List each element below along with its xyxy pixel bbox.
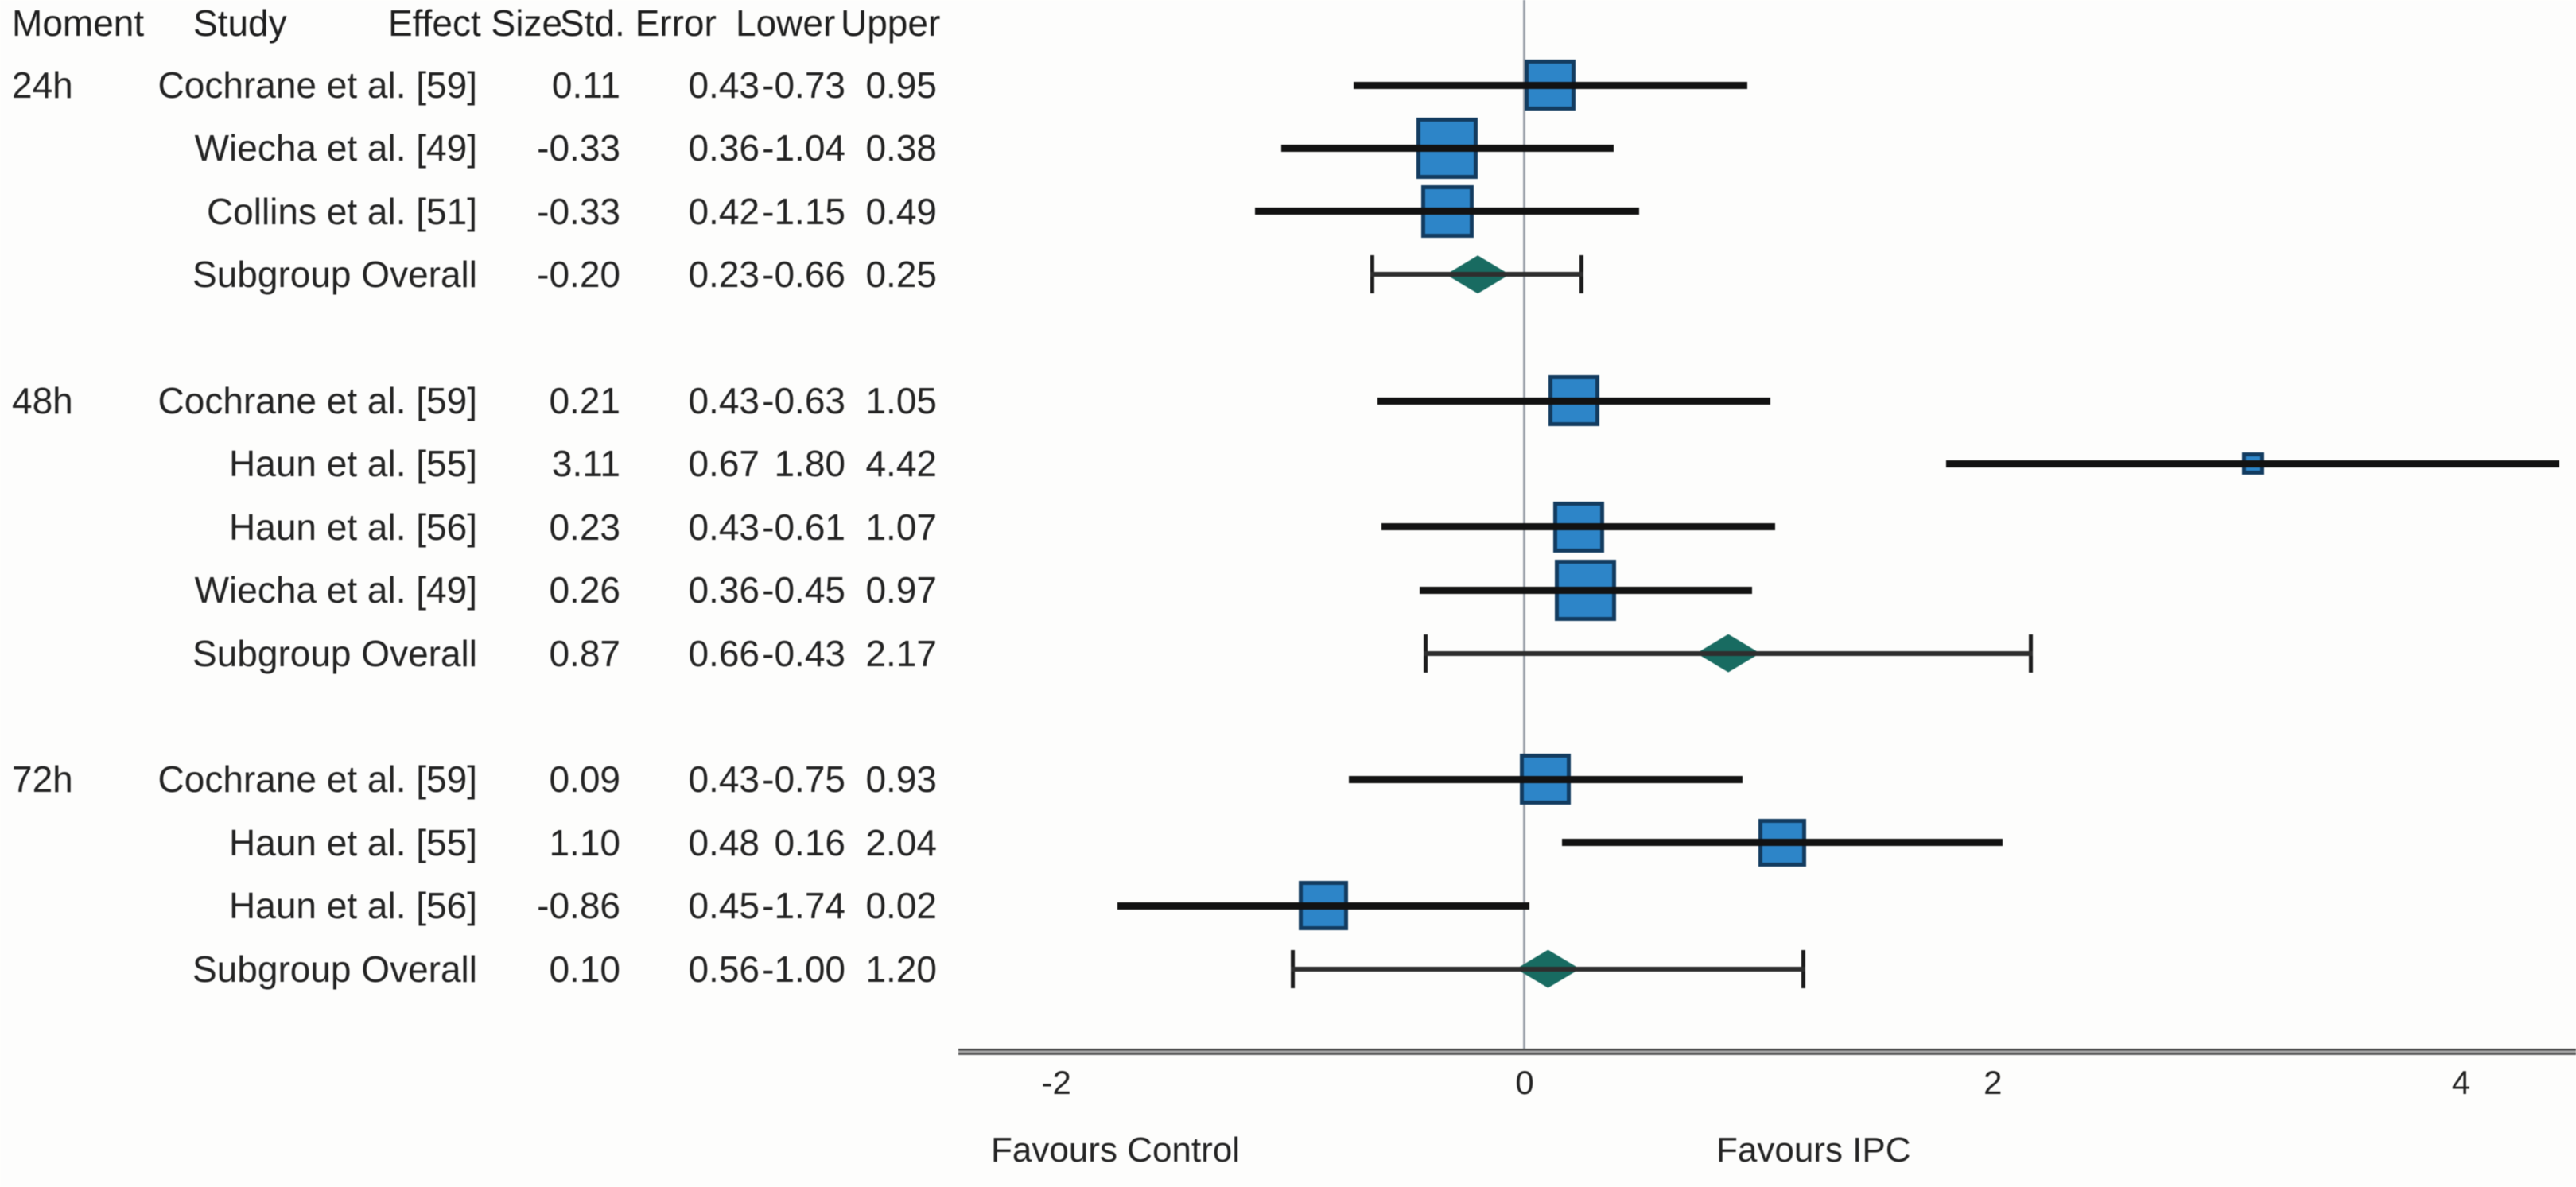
effect-size-value: 0.10 — [549, 948, 620, 990]
ci-upper-value: 2.17 — [865, 632, 937, 674]
effect-size-value: 0.09 — [549, 758, 620, 801]
std-error-value: 0.45 — [688, 885, 760, 927]
std-error-value: 0.42 — [688, 190, 760, 232]
study-label: Haun et al. [56] — [229, 506, 477, 548]
std-error-value: 0.23 — [688, 254, 760, 296]
column-header-upper: Upper — [841, 2, 941, 44]
study-label: Haun et al. [55] — [229, 821, 477, 863]
ci-lower-value: -1.04 — [762, 127, 845, 169]
ci-upper-value: 1.05 — [865, 380, 937, 421]
moment-label: 48h — [12, 380, 73, 421]
effect-size-value: 0.26 — [549, 569, 620, 611]
pooled-confidence-interval-bar — [1370, 272, 1583, 277]
std-error-value: 0.67 — [688, 443, 760, 485]
effect-size-value: -0.20 — [537, 254, 620, 296]
study-label: Subgroup Overall — [192, 632, 477, 674]
study-label: Subgroup Overall — [192, 948, 477, 990]
confidence-interval-bar — [1381, 523, 1775, 531]
ci-upper-value: 2.04 — [865, 821, 937, 863]
x-tick-label: -2 — [1041, 1064, 1071, 1101]
std-error-value: 0.43 — [688, 506, 760, 548]
ci-lower-value: 0.16 — [774, 821, 845, 863]
effect-size-value: -0.33 — [537, 190, 620, 232]
effect-size-value: 1.10 — [549, 821, 620, 863]
ci-lower-value: -0.61 — [762, 506, 845, 548]
ci-lower-value: -0.66 — [762, 254, 845, 296]
column-header-lower: Lower — [736, 2, 836, 44]
x-tick-label: 0 — [1515, 1064, 1534, 1101]
confidence-interval-bar — [1117, 902, 1529, 910]
std-error-value: 0.56 — [688, 948, 760, 990]
ci-lower-value: -0.73 — [762, 64, 845, 106]
confidence-interval-bar — [1419, 586, 1752, 594]
ci-lower-value: -1.00 — [762, 948, 845, 990]
study-label: Collins et al. [51] — [206, 190, 477, 232]
pooled-confidence-interval-bar — [1290, 966, 1806, 972]
effect-size-value: 0.21 — [549, 380, 620, 421]
confidence-interval-bar — [1945, 460, 2560, 467]
column-header-std-error: Std. Error — [560, 2, 717, 44]
ci-upper-value: 0.97 — [865, 569, 937, 611]
column-header-study: Study — [193, 2, 287, 44]
x-axis-label-favours-control: Favours Control — [991, 1131, 1241, 1170]
confidence-interval-bar — [1354, 81, 1747, 89]
x-axis-label-favours-ipc: Favours IPC — [1716, 1131, 1911, 1170]
study-label: Haun et al. [55] — [229, 443, 477, 485]
ci-lower-value: 1.80 — [774, 443, 845, 485]
column-header-moment: Moment — [12, 2, 145, 44]
std-error-value: 0.36 — [688, 127, 760, 169]
ci-lower-value: -0.45 — [762, 569, 845, 611]
ci-upper-value: 0.93 — [865, 758, 937, 801]
std-error-value: 0.36 — [688, 569, 760, 611]
ci-lower-value: -1.74 — [762, 885, 845, 927]
ci-lower-value: -0.63 — [762, 380, 845, 421]
std-error-value: 0.43 — [688, 758, 760, 801]
column-header-effect-size: Effect Size — [388, 2, 563, 44]
std-error-value: 0.43 — [688, 64, 760, 106]
study-label: Cochrane et al. [59] — [157, 64, 477, 106]
std-error-value: 0.43 — [688, 380, 760, 421]
std-error-value: 0.66 — [688, 632, 760, 674]
effect-size-value: 3.11 — [551, 443, 620, 485]
effect-size-value: -0.86 — [537, 885, 620, 927]
confidence-interval-bar — [1255, 208, 1640, 215]
ci-lower-value: -0.43 — [762, 632, 845, 674]
ci-lower-value: -0.75 — [762, 758, 845, 801]
ci-lower-value: -1.15 — [762, 190, 845, 232]
effect-size-value: 0.11 — [551, 64, 620, 106]
effect-size-value: 0.23 — [549, 506, 620, 548]
confidence-interval-bar — [1377, 397, 1771, 405]
std-error-value: 0.48 — [688, 821, 760, 863]
confidence-interval-bar — [1349, 775, 1743, 783]
moment-label: 72h — [12, 758, 73, 801]
effect-size-value: -0.33 — [537, 127, 620, 169]
pooled-confidence-interval-bar — [1424, 650, 2033, 656]
study-label: Subgroup Overall — [192, 254, 477, 296]
x-axis-line — [958, 1049, 2576, 1055]
ci-upper-value: 0.25 — [865, 254, 937, 296]
ci-upper-value: 1.20 — [865, 948, 937, 990]
x-tick-label: 4 — [2451, 1064, 2471, 1101]
confidence-interval-bar — [1280, 144, 1614, 152]
study-label: Cochrane et al. [59] — [157, 380, 477, 421]
study-label: Wiecha et al. [49] — [194, 569, 477, 611]
study-label: Cochrane et al. [59] — [157, 758, 477, 801]
ci-upper-value: 4.42 — [865, 443, 937, 485]
study-label: Haun et al. [56] — [229, 885, 477, 927]
ci-upper-value: 0.38 — [865, 127, 937, 169]
moment-label: 24h — [12, 64, 73, 106]
effect-size-value: 0.87 — [549, 632, 620, 674]
ci-upper-value: 0.49 — [865, 190, 937, 232]
ci-upper-value: 0.95 — [865, 64, 937, 106]
ci-upper-value: 0.02 — [865, 885, 937, 927]
study-label: Wiecha et al. [49] — [194, 127, 477, 169]
ci-upper-value: 1.07 — [865, 506, 937, 548]
confidence-interval-bar — [1562, 839, 2003, 847]
x-tick-label: 2 — [1983, 1064, 2003, 1101]
